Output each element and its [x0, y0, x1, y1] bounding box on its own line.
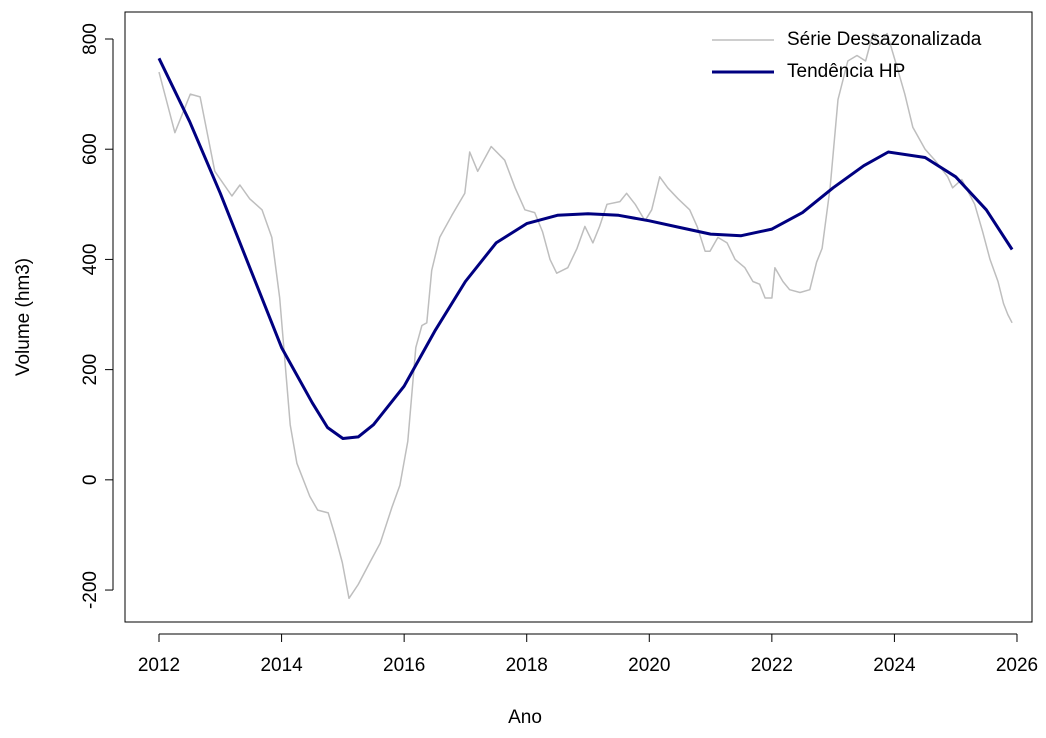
y-tick-label: 600 [80, 133, 101, 165]
series-line [158, 32, 1013, 600]
plot-box [124, 11, 1033, 623]
y-tick-label: 200 [80, 354, 101, 386]
legend-label: Tendência HP [787, 61, 905, 82]
x-tick-label: 2014 [260, 655, 303, 676]
y-axis-label: Volume (hm3) [13, 258, 34, 376]
y-tick-label: 400 [80, 244, 101, 276]
x-tick-label: 2020 [628, 655, 670, 676]
x-tick-label: 2012 [138, 655, 180, 676]
x-tick-label: 2024 [873, 655, 916, 676]
x-tick-label: 2022 [751, 655, 793, 676]
legend-label: Série Dessazonalizada [787, 29, 982, 50]
x-tick-label: 2016 [383, 655, 425, 676]
x-tick-label: 2026 [996, 655, 1038, 676]
y-tick-label: 0 [80, 475, 101, 486]
x-axis-label: Ano [508, 707, 542, 728]
series-line [157, 57, 1014, 440]
y-tick-label: -200 [80, 571, 101, 609]
y-tick-label: 800 [80, 23, 101, 55]
x-tick-label: 2018 [506, 655, 548, 676]
